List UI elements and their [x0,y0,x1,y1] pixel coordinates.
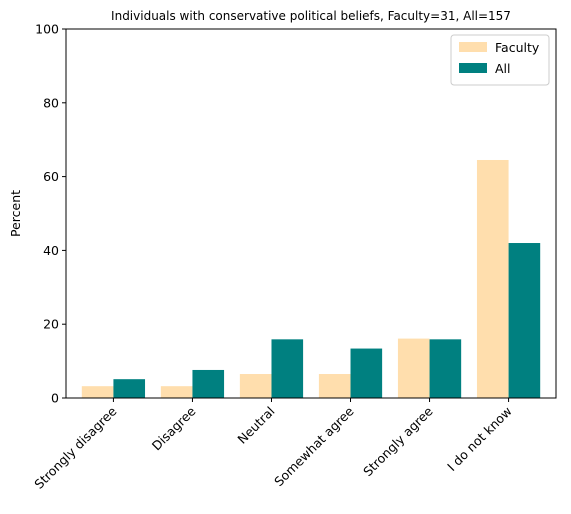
y-axis-label: Percent [8,190,23,237]
plot-frame [65,28,557,399]
bar-faculty-4 [397,338,430,398]
y-tick-label: 40 [43,243,59,258]
x-tick-label: Neutral [234,404,277,447]
x-tick-label: Strongly agree [360,403,436,479]
bars-group [81,159,541,398]
bar-all-5 [508,243,541,398]
bar-faculty-3 [318,374,351,398]
bar-all-0 [113,379,146,398]
legend: Faculty All [450,34,550,86]
bar-faculty-0 [81,386,114,398]
bar-faculty-5 [476,159,509,398]
legend-swatch-faculty [459,42,487,52]
x-axis-ticks: Strongly disagree Disagree NeutralSomewhat… [31,398,515,492]
chart-title: Individuals with conservative political … [111,9,511,23]
legend-swatch-all [459,63,487,73]
x-tick-label: I do not know [444,404,515,475]
y-axis-ticks: 0 20 40 60 80 100 [35,22,66,406]
x-tick-label: Somewhat agree [271,403,357,489]
bar-all-3 [350,348,383,398]
y-tick-label: 0 [51,391,59,406]
bar-all-4 [429,339,462,398]
y-tick-label: 60 [43,169,59,184]
y-tick-label: 100 [35,22,59,37]
legend-label-faculty: Faculty [495,40,540,55]
x-tick-label: Strongly disagree [31,403,119,491]
bar-all-2 [271,339,304,398]
y-tick-label: 20 [43,317,59,332]
y-tick-label: 80 [43,95,59,110]
bar-faculty-2 [239,374,272,398]
bar-faculty-1 [160,386,193,398]
bar-all-1 [192,369,225,398]
legend-label-all: All [495,61,511,76]
x-tick-label: Disagree [149,403,199,453]
